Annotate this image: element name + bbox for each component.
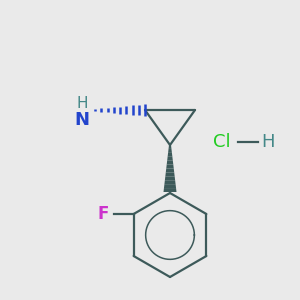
Polygon shape [166,169,174,172]
Polygon shape [164,184,176,188]
Polygon shape [169,145,172,149]
Polygon shape [168,153,172,157]
Text: Cl: Cl [213,133,231,151]
Polygon shape [164,188,176,192]
Polygon shape [167,157,173,161]
Polygon shape [167,161,173,165]
Polygon shape [165,176,175,180]
Text: F: F [98,205,109,223]
Polygon shape [168,149,172,153]
Text: H: H [76,97,88,112]
Polygon shape [166,165,174,169]
Polygon shape [165,172,175,176]
Polygon shape [164,180,175,184]
Text: N: N [74,111,89,129]
Text: H: H [261,133,275,151]
